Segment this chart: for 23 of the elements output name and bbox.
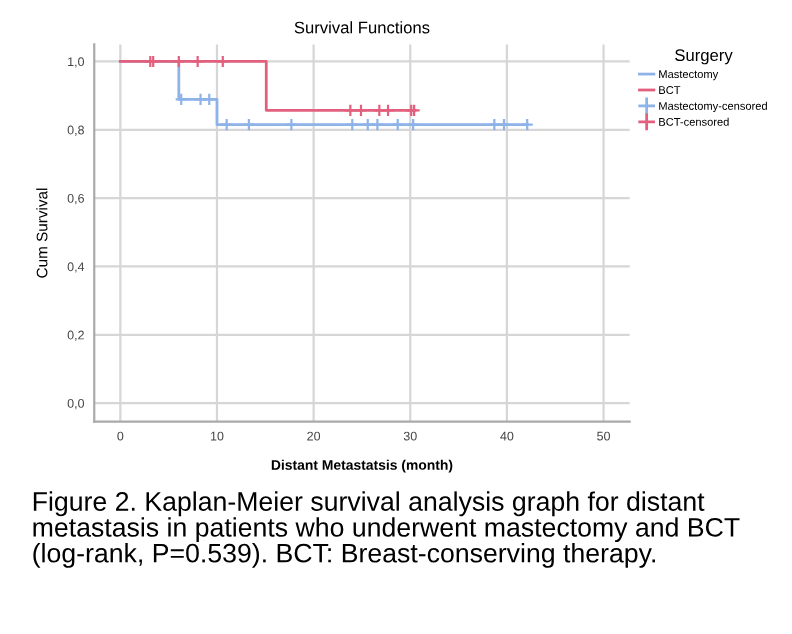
point xyxy=(284,118,299,132)
point xyxy=(487,118,502,132)
point xyxy=(202,92,216,107)
point xyxy=(193,92,208,107)
point xyxy=(372,103,386,117)
chart-title: Survival Functions xyxy=(294,21,430,34)
point xyxy=(370,118,385,132)
caption: Figure 2. Kaplan-Meier survival analysis graph for distant metastasis in patients who underwent mastectomy and BCT (log-rank, P=0.539). BCT: Breast-conserving therapy. xyxy=(33,491,740,568)
legend-title: Surgery xyxy=(675,49,733,65)
point xyxy=(343,103,358,117)
point xyxy=(174,92,188,107)
point xyxy=(361,118,375,132)
point xyxy=(242,118,256,132)
point xyxy=(345,118,359,132)
point xyxy=(216,54,230,69)
point xyxy=(381,103,395,117)
point xyxy=(354,103,368,117)
point xyxy=(190,54,205,69)
point xyxy=(219,118,234,132)
point xyxy=(497,118,511,132)
point xyxy=(391,118,405,132)
point xyxy=(172,54,186,69)
point xyxy=(406,118,420,132)
